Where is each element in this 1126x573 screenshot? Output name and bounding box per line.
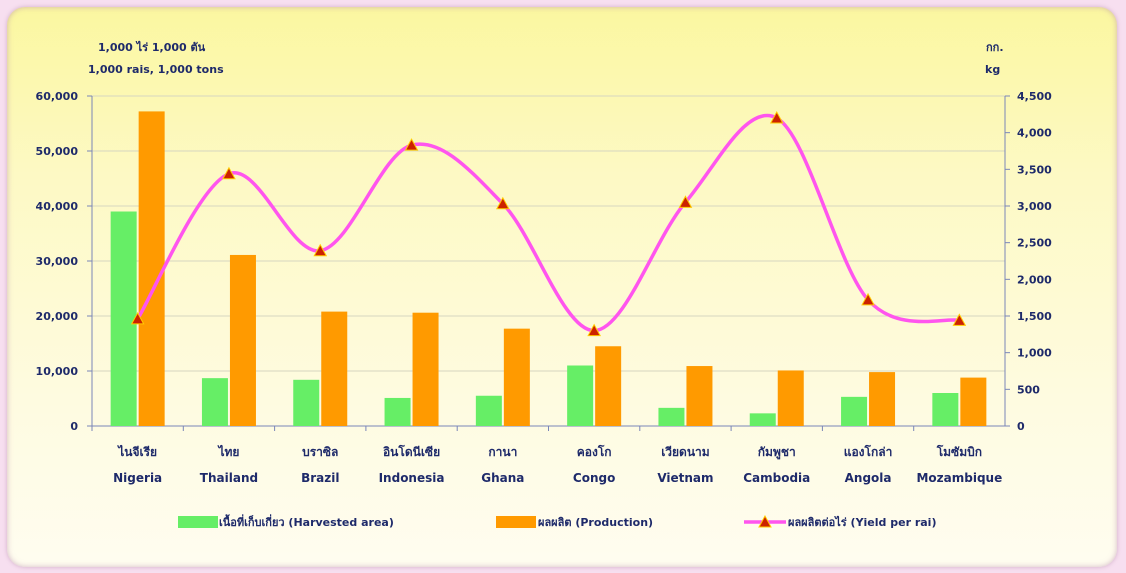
yield-point-marker xyxy=(496,196,510,210)
right-axis-tick-label: 4,500 xyxy=(1017,90,1052,103)
yield-point-marker xyxy=(861,292,875,306)
bar-harvested-area xyxy=(110,211,137,426)
category-label-thai: อินโดนีเซีย xyxy=(383,444,440,459)
chart-panel: 1,000 ไร่ 1,000 ตัน 1,000 rais, 1,000 to… xyxy=(7,7,1117,567)
yield-line-path xyxy=(136,113,960,333)
left-axis-tick-label: 60,000 xyxy=(36,90,79,103)
category-label-english: Angola xyxy=(845,471,892,485)
bar-harvested-area xyxy=(567,365,594,426)
legend: เนื้อที่เก็บเกี่ยว (Harvested area) ผลผลิ… xyxy=(178,514,936,529)
yield-point-marker xyxy=(587,323,601,337)
category-label-thai: ไนจีเรีย xyxy=(116,444,157,459)
bar-production xyxy=(777,370,804,426)
yield-point-marker xyxy=(678,195,693,208)
yield-point-marker xyxy=(313,243,328,257)
axis-labels: 0 10,000 20,000 30,000 40,000 50,000 60,000 0 50… xyxy=(36,90,1053,485)
category-label-thai: บราซิล xyxy=(302,445,338,459)
right-axis-unit-english: kg xyxy=(985,63,1001,76)
category-label-english: Nigeria xyxy=(113,471,162,485)
left-axis-tick-label: 0 xyxy=(70,420,78,433)
category-label-thai: โมซัมบิก xyxy=(936,444,982,459)
gridlines xyxy=(92,95,1005,372)
bar-production xyxy=(229,254,256,426)
bar-production xyxy=(412,312,439,426)
bar-harvested-area xyxy=(293,379,320,426)
yield-point-marker xyxy=(769,110,784,124)
bar-production xyxy=(869,372,896,426)
bar-harvested-area xyxy=(658,407,685,426)
category-label-english: Brazil xyxy=(301,471,339,485)
category-label-thai: ไทย xyxy=(216,444,239,459)
legend-label-yield: ผลผลิตต่อไร่ (Yield per rai) xyxy=(788,515,936,529)
bar-production xyxy=(321,311,348,426)
legend-swatch-production xyxy=(496,516,536,528)
left-axis-tick-label: 20,000 xyxy=(36,310,79,323)
bar-harvested-area xyxy=(841,396,868,426)
yield-point-marker xyxy=(222,166,236,180)
bar-harvested-area xyxy=(749,413,776,426)
category-label-english: Cambodia xyxy=(743,471,810,485)
left-axis-tick-label: 40,000 xyxy=(36,200,79,213)
yield-point-marker xyxy=(130,311,145,325)
bar-production xyxy=(595,346,622,426)
left-axis-tick-label: 50,000 xyxy=(36,145,79,158)
legend-swatch-harvested-area xyxy=(178,516,218,528)
bar-harvested-area xyxy=(932,393,959,426)
category-label-english: Congo xyxy=(573,471,615,485)
yield-line xyxy=(130,110,967,337)
legend-swatch-yield-marker xyxy=(758,514,772,528)
left-axis-unit-english: 1,000 rais, 1,000 tons xyxy=(88,63,224,76)
bar-harvested-area xyxy=(384,397,411,426)
category-label-thai: กานา xyxy=(488,445,517,459)
category-label-english: Indonesia xyxy=(379,471,445,485)
right-axis-tick-label: 1,500 xyxy=(1017,310,1052,323)
yield-point-marker xyxy=(952,313,967,326)
category-label-thai: คองโก xyxy=(577,444,612,459)
category-label-english: Thailand xyxy=(200,471,258,485)
right-axis-unit-thai: กก. xyxy=(986,41,1004,54)
right-axis-tick-label: 0 xyxy=(1017,420,1025,433)
right-axis-tick-label: 2,000 xyxy=(1017,273,1052,286)
right-axis-tick-label: 1,000 xyxy=(1017,347,1052,360)
bar-harvested-area xyxy=(475,395,502,426)
bars xyxy=(110,111,987,427)
left-axis-tick-label: 30,000 xyxy=(36,255,79,268)
right-axis-tick-label: 4,000 xyxy=(1017,127,1052,140)
legend-label-harvested-area: เนื้อที่เก็บเกี่ยว (Harvested area) xyxy=(219,514,394,529)
category-label-english: Ghana xyxy=(481,471,524,485)
bar-production xyxy=(686,366,713,426)
right-axis-tick-label: 3,000 xyxy=(1017,200,1052,213)
bar-harvested-area xyxy=(201,378,228,426)
left-axis-unit-thai: 1,000 ไร่ 1,000 ตัน xyxy=(98,41,206,54)
right-axis-tick-label: 500 xyxy=(1017,383,1040,396)
bar-production xyxy=(960,377,987,426)
legend-label-production: ผลผลิต (Production) xyxy=(538,516,653,529)
left-axis-tick-label: 10,000 xyxy=(36,365,79,378)
bar-production xyxy=(138,111,165,427)
right-axis-tick-label: 2,500 xyxy=(1017,237,1052,250)
category-label-thai: กัมพูชา xyxy=(758,445,796,460)
category-label-english: Mozambique xyxy=(916,471,1002,485)
category-label-thai: เวียดนาม xyxy=(661,445,710,459)
right-axis-tick-label: 3,500 xyxy=(1017,163,1052,176)
yield-point-marker xyxy=(404,138,419,151)
bar-production xyxy=(503,328,530,426)
category-label-english: Vietnam xyxy=(657,471,713,485)
category-label-thai: แองโกล่า xyxy=(844,444,893,459)
